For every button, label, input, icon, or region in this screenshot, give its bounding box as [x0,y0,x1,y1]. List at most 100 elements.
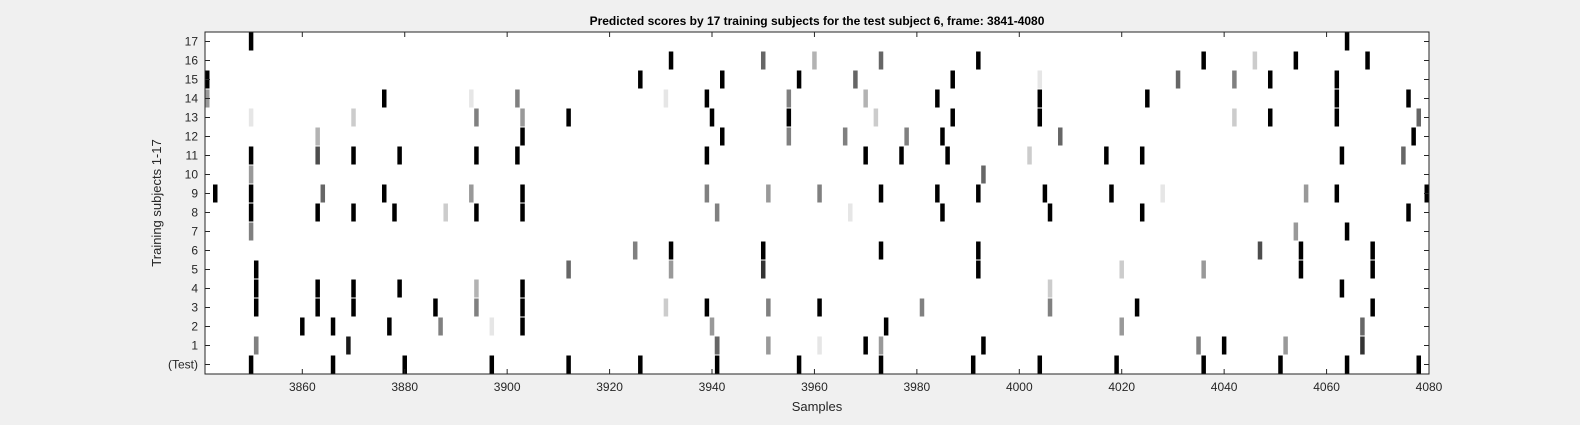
heatmap-cell [668,51,674,70]
x-tick-label: 3960 [801,380,828,394]
y-tick-label: 6 [191,244,198,258]
heatmap-cell [566,108,571,127]
y-tick-label: 11 [186,149,199,163]
heatmap-cell [1119,317,1124,336]
heatmap-cell [566,260,571,279]
heatmap-cell [935,89,940,108]
heatmap-cell [520,127,525,146]
heatmap-cell [863,89,868,108]
heatmap-cell [720,127,725,146]
heatmap-cell [1339,146,1345,165]
heatmap-cell [1370,298,1375,317]
heatmap-cell [253,298,259,317]
heatmap-cell [704,298,710,317]
heatmap-cell [714,336,720,355]
heatmap-cell [320,184,326,203]
heatmap-cell [346,336,351,355]
heatmap-cell [878,184,884,203]
heatmap-cell [443,203,448,222]
heatmap-cell [351,146,356,165]
heatmap-cell [796,70,802,89]
heatmap-cell [474,203,479,222]
heatmap-cell [315,127,320,146]
heatmap-cell [1175,70,1181,89]
heatmap-cell [315,279,320,298]
heatmap-cell [315,203,320,222]
heatmap-cell [1283,336,1288,355]
x-axis-label: Samples [792,399,843,414]
heatmap-cell [253,336,259,355]
heatmap-cell [1360,317,1365,336]
heatmap-cell [760,51,766,70]
heatmap-cell [981,336,986,355]
heatmap-cell [1416,355,1422,374]
heatmap-cell [469,184,474,203]
heatmap-cell [1037,355,1043,374]
heatmap-cell [1027,146,1032,165]
heatmap-cell [1303,184,1309,203]
heatmap-cell [1293,222,1299,241]
heatmap-cell [878,241,884,260]
heatmap-cell [976,260,981,279]
heatmap-cell [474,146,479,165]
heatmap-cell [1334,70,1340,89]
heatmap-cell [1339,279,1345,298]
heatmap-cell [976,184,981,203]
heatmap-cell [853,70,858,89]
heatmap-cell [950,70,955,89]
heatmap-cell [709,108,715,127]
heatmap-cell [632,241,638,260]
heatmap-cell [981,165,986,184]
heatmap-cell [1037,70,1043,89]
heatmap-cell [1344,355,1350,374]
heatmap-cell [873,108,879,127]
y-tick-label: 4 [191,282,198,296]
heatmap-cell [1109,184,1114,203]
heatmap-cell [1042,184,1048,203]
heatmap-cell [1221,336,1227,355]
heatmap-cell [1201,51,1206,70]
y-tick-label: 8 [191,206,198,220]
heatmap-cell [212,184,218,203]
heatmap-cell [1257,241,1263,260]
heatmap-cell [709,317,715,336]
heatmap-cell [248,32,254,51]
heatmap-cell [1334,89,1340,108]
heatmap-cell [704,89,710,108]
heatmap-cell [904,127,909,146]
heatmap-cell [515,146,520,165]
heatmap-cell [248,108,254,127]
heatmap-cell [1139,146,1145,165]
heatmap-cell [520,203,525,222]
heatmap-cell [397,146,402,165]
heatmap-cell [315,298,320,317]
x-tick-label: 4020 [1108,380,1135,394]
x-tick-label: 4040 [1211,380,1238,394]
heatmap-cell [1401,146,1406,165]
heatmap-cell [1114,355,1119,374]
heatmap-cell [1252,51,1258,70]
heatmap-cell [817,336,822,355]
heatmap-cell [474,298,479,317]
heatmap-cell [351,203,356,222]
heatmap-cell [515,89,520,108]
heatmap-cell [1232,70,1237,89]
heatmap-cell [704,184,710,203]
heatmap-cell [786,127,792,146]
y-tick-label: 2 [191,320,198,334]
y-tick-label: 13 [185,111,199,125]
heatmap-cell [1334,108,1340,127]
heatmap-cell [1298,241,1304,260]
y-axis-label: Training subjects 1-17 [149,139,164,266]
y-tick-label: 15 [185,73,199,87]
heatmap-cell [1047,279,1053,298]
heatmap-cell [474,108,479,127]
heatmap-cells [205,32,1429,374]
heatmap-cell [668,260,674,279]
x-tick-label: 3940 [699,380,726,394]
heatmap-cell [1139,203,1145,222]
heatmap-cell [766,336,771,355]
heatmap-cell [438,317,443,336]
